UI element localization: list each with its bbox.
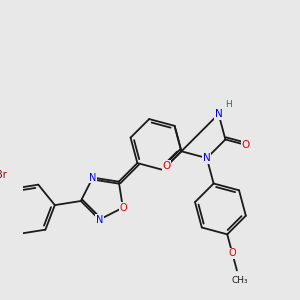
Text: N: N <box>96 214 103 225</box>
Text: CH₃: CH₃ <box>231 276 248 285</box>
Text: O: O <box>119 203 127 213</box>
Text: N: N <box>203 153 211 163</box>
Text: O: O <box>242 140 250 150</box>
Text: O: O <box>228 248 236 258</box>
Text: O: O <box>163 161 171 171</box>
Text: N: N <box>89 172 97 183</box>
Text: N: N <box>215 109 223 119</box>
Text: H: H <box>225 100 232 109</box>
Text: Br: Br <box>0 170 6 180</box>
